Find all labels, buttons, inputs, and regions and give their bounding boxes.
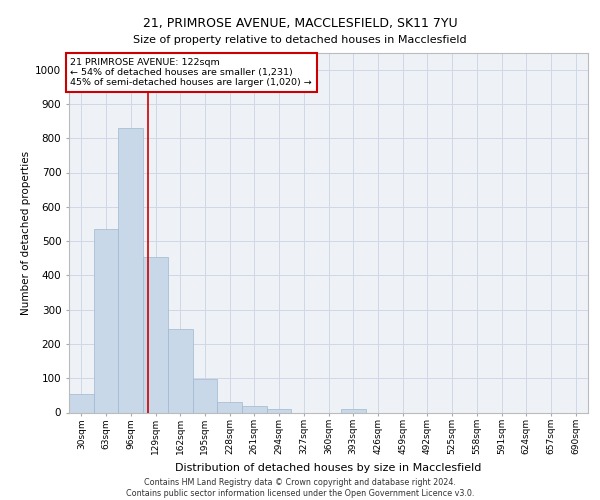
Bar — [69, 394, 94, 412]
Bar — [217, 402, 242, 412]
Bar — [341, 409, 365, 412]
Bar — [118, 128, 143, 412]
Bar — [193, 379, 217, 412]
Bar — [242, 406, 267, 412]
Bar — [94, 229, 118, 412]
Y-axis label: Number of detached properties: Number of detached properties — [21, 150, 31, 314]
Bar — [143, 256, 168, 412]
Text: Contains HM Land Registry data © Crown copyright and database right 2024.
Contai: Contains HM Land Registry data © Crown c… — [126, 478, 474, 498]
Text: Size of property relative to detached houses in Macclesfield: Size of property relative to detached ho… — [133, 35, 467, 45]
Text: 21 PRIMROSE AVENUE: 122sqm
← 54% of detached houses are smaller (1,231)
45% of s: 21 PRIMROSE AVENUE: 122sqm ← 54% of deta… — [70, 58, 312, 88]
X-axis label: Distribution of detached houses by size in Macclesfield: Distribution of detached houses by size … — [175, 463, 482, 473]
Text: 21, PRIMROSE AVENUE, MACCLESFIELD, SK11 7YU: 21, PRIMROSE AVENUE, MACCLESFIELD, SK11 … — [143, 18, 457, 30]
Bar — [267, 409, 292, 412]
Bar — [168, 328, 193, 412]
